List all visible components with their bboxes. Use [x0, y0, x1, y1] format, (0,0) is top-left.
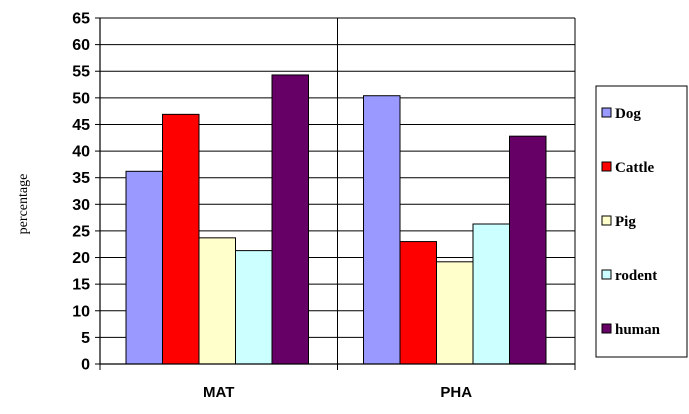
legend-label: human: [615, 322, 661, 338]
legend-swatch: [601, 107, 612, 118]
bar-mat-cattle: [162, 113, 200, 365]
legend-swatch: [601, 323, 612, 334]
category-label: MAT: [203, 384, 234, 401]
legend-label: Cattle: [615, 160, 654, 176]
bars: [125, 74, 547, 365]
bar-pha-rodent: [472, 223, 510, 365]
y-tick-label: 0: [81, 357, 90, 374]
y-tick-labels: 0 5 10 15 20 25 30 35 40 45 50 55 60 65: [72, 11, 90, 374]
y-tick-label: 65: [72, 11, 90, 28]
legend-swatch: [601, 269, 612, 280]
legend: Dog Cattle Pig rodent human: [595, 85, 688, 358]
legend-label: Pig: [615, 214, 636, 230]
y-tick-label: 55: [72, 64, 90, 81]
bar-pha-human: [509, 135, 547, 365]
bar-mat-dog: [125, 170, 163, 365]
y-tick-label: 25: [72, 223, 90, 240]
y-axis-label: percentage: [16, 174, 31, 235]
y-tick-label: 50: [72, 90, 90, 107]
axes: [95, 17, 576, 370]
y-tick-label: 30: [72, 197, 90, 214]
y-tick-label: 10: [72, 303, 90, 320]
y-tick-label: 35: [72, 170, 90, 187]
y-tick-label: 5: [81, 330, 90, 347]
bar-pha-cattle: [399, 241, 437, 365]
y-tick-label: 45: [72, 117, 90, 134]
legend-label: rodent: [615, 268, 657, 284]
category-label: PHA: [440, 384, 472, 401]
legend-swatch: [601, 161, 612, 172]
bar-pha-pig: [436, 261, 474, 365]
bar-mat-pig: [198, 237, 236, 365]
y-tick-label: 20: [72, 250, 90, 267]
bar-mat-rodent: [235, 250, 273, 365]
category-labels: MAT PHA: [203, 384, 472, 401]
bar-mat-human: [271, 74, 309, 365]
legend-swatch: [601, 215, 612, 226]
legend-label: Dog: [615, 106, 641, 122]
bar-pha-dog: [363, 95, 401, 365]
y-tick-label: 15: [72, 277, 90, 294]
y-tick-label: 60: [72, 37, 90, 54]
y-tick-label: 40: [72, 144, 90, 161]
